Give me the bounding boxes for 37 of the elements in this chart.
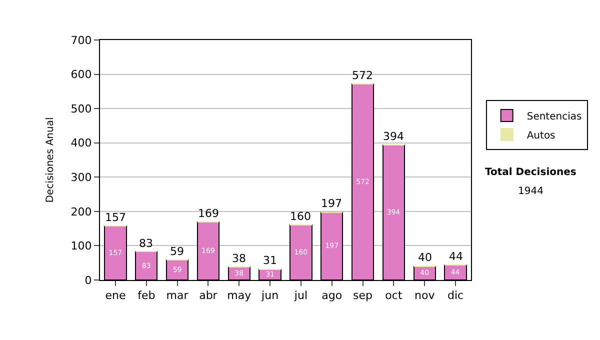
x-tick-label: jun (260, 289, 279, 302)
x-tick-label: ago (322, 289, 342, 302)
total-label: 197 (321, 197, 342, 210)
x-tick-label: abr (199, 289, 218, 302)
total-label: 157 (105, 211, 126, 224)
y-tick-label: 500 (70, 102, 92, 116)
x-tick-label: sep (353, 289, 373, 302)
total-label: 572 (352, 69, 373, 82)
total-label: 44 (449, 250, 463, 263)
total-label: 83 (139, 237, 153, 250)
legend-label: Autos (526, 130, 556, 142)
y-tick-label: 100 (70, 240, 92, 253)
total-label: 40 (418, 251, 432, 264)
x-tick-label: feb (138, 289, 156, 302)
x-tick-label: mar (166, 289, 189, 302)
total-label: 394 (383, 130, 404, 143)
x-tick-label: dic (447, 289, 464, 302)
y-tick-label: 400 (70, 136, 92, 150)
legend-label: Sentencias (526, 111, 582, 122)
total-label: 38 (232, 252, 246, 265)
y-tick-label: 300 (70, 170, 92, 184)
x-tick-label: oct (385, 289, 403, 302)
total-label: 160 (290, 210, 311, 223)
total-label: 59 (170, 245, 184, 258)
y-axis-title: Decisiones Anual (44, 117, 56, 203)
x-tick-label: ene (105, 289, 126, 302)
text: 1944 (518, 186, 544, 197)
y-tick-label: 600 (70, 68, 92, 82)
x-tick-label: nov (414, 289, 436, 302)
total-label: 31 (263, 254, 277, 267)
y-tick-label: 700 (70, 34, 92, 47)
text: Total Decisiones (485, 167, 576, 178)
y-tick-label: 200 (70, 205, 92, 218)
total-label: 169 (198, 207, 219, 220)
y-tick-label: 0 (84, 274, 92, 287)
x-tick-label: jul (293, 289, 308, 302)
x-tick-label: may (227, 289, 252, 302)
